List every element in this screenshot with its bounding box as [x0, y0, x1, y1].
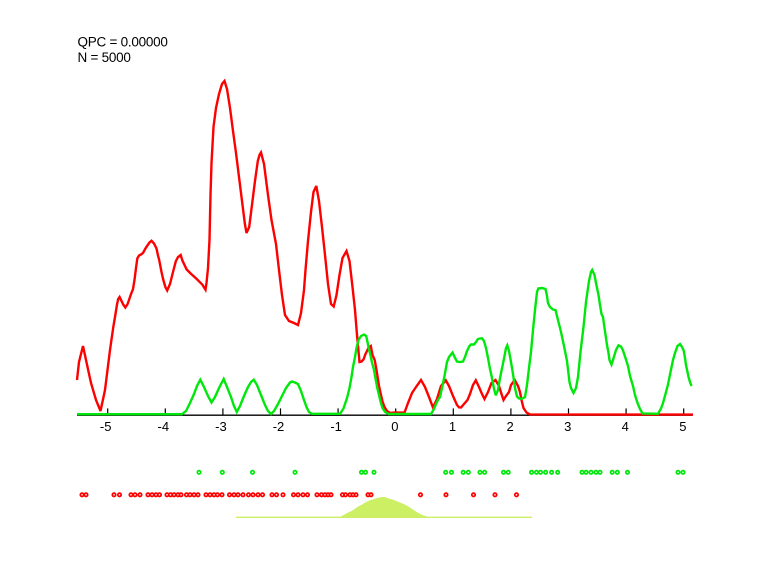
svg-text:4: 4 [622, 419, 629, 434]
svg-text:N = 5000: N = 5000 [78, 50, 131, 65]
svg-text:QPC = 0.00000: QPC = 0.00000 [78, 35, 168, 50]
svg-text:-4: -4 [158, 419, 170, 434]
svg-text:5: 5 [679, 419, 686, 434]
svg-text:-1: -1 [330, 419, 342, 434]
svg-text:-5: -5 [100, 419, 112, 434]
svg-text:1: 1 [449, 419, 456, 434]
svg-text:-3: -3 [215, 419, 227, 434]
svg-text:2: 2 [506, 419, 513, 434]
svg-text:3: 3 [564, 419, 571, 434]
svg-text:0: 0 [391, 419, 398, 434]
svg-text:-2: -2 [273, 419, 285, 434]
